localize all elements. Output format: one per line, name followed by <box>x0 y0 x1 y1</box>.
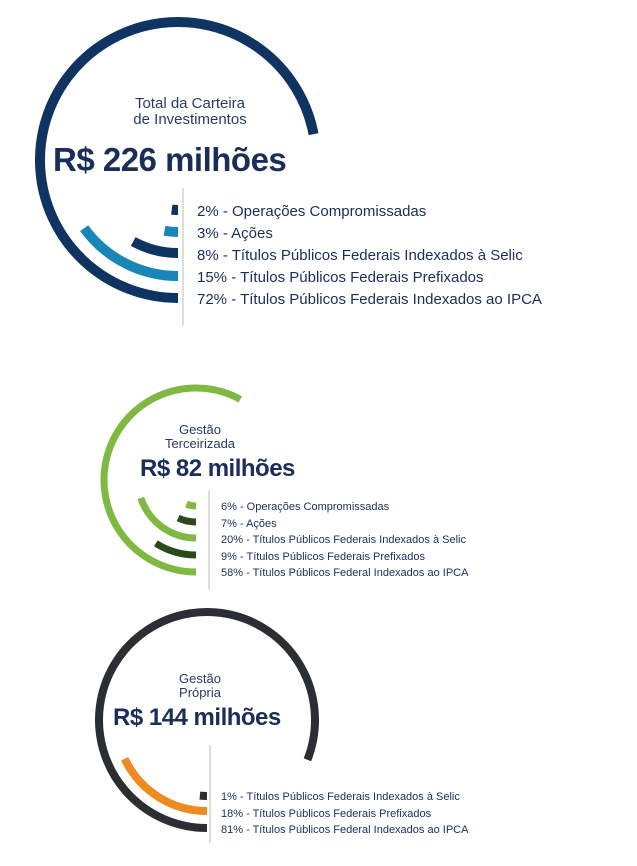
chart-1-arc-4 <box>80 225 179 281</box>
chart-1-total: R$ 226 milhões <box>53 141 287 178</box>
chart-3-legend-item-1: 1% - Títulos Públicos Federais Indexados… <box>221 791 460 803</box>
chart-1-title-line-1: Total da Carteira <box>134 95 246 112</box>
chart-1-legend: 2% - Operações Compromissadas 3% - Ações 8… <box>197 201 542 311</box>
chart-2-total: R$ 82 milhões <box>140 455 295 482</box>
chart-3-title: Gestão Própria <box>150 672 250 700</box>
chart-1-legend-item-2: 3% - Ações <box>197 225 273 242</box>
chart-2-title: Gestão Terceirizada <box>140 423 260 451</box>
chart-1-legend-item-4: 15% - Títulos Públicos Federais Prefixad… <box>197 269 484 286</box>
chart-3-title-line-2: Própria <box>179 685 221 700</box>
chart-2-arc-1 <box>185 500 197 510</box>
chart-1-arc-2 <box>163 225 179 237</box>
chart-3-arc-2 <box>121 756 208 815</box>
chart-2-legend: 6% - Operações Compromissadas 7% - Ações 2… <box>221 499 468 582</box>
chart-2-arc-3 <box>137 496 197 542</box>
chart-3-title-line-1: Gestão <box>179 671 221 686</box>
chart-3-divider <box>209 745 211 843</box>
chart-3-arc-3 <box>95 608 319 832</box>
chart-2-legend-item-3: 20% - Títulos Públicos Federais Indexado… <box>221 534 466 546</box>
chart-2-title-line-1: Gestão <box>179 422 221 437</box>
chart-2-arc-5 <box>100 384 243 576</box>
chart-3-legend: 1% - Títulos Públicos Federais Indexados… <box>221 789 468 839</box>
chart-3-legend-item-2: 18% - Títulos Públicos Federais Prefixad… <box>221 807 432 820</box>
chart-1-divider <box>182 188 184 326</box>
chart-2-arc-2 <box>176 514 197 526</box>
chart-3-legend-item-3: 81% - Títulos Públicos Federal Indexados… <box>221 824 469 836</box>
chart-2-legend-item-5: 58% - Títulos Públicos Federal Indexados… <box>221 567 469 579</box>
chart-2-legend-item-2: 7% - Ações <box>221 517 277 530</box>
chart-1-legend-item-1: 2% - Operações Compromissadas <box>197 203 427 220</box>
chart-2-arc-4 <box>153 540 197 559</box>
chart-1-arc-3 <box>130 237 179 258</box>
chart-2-legend-item-1: 6% - Operações Compromissadas <box>221 501 390 513</box>
chart-2-legend-item-4: 9% - Títulos Públicos Federais Prefixado… <box>221 550 425 563</box>
chart-2-title-line-2: Terceirizada <box>164 436 236 451</box>
chart-1-arc-5 <box>35 17 319 303</box>
chart-3-total: R$ 144 milhões <box>113 704 281 731</box>
chart-1-legend-item-3: 8% - Títulos Públicos Federais Indexados… <box>197 247 523 264</box>
chart-2-divider <box>208 490 210 590</box>
chart-1-title: Total da Carteira de Investimentos <box>95 96 285 128</box>
chart-1-title-line-2: de Investimentos <box>133 111 247 128</box>
chart-1-legend-item-5: 72% - Títulos Públicos Federais Indexado… <box>197 291 542 308</box>
